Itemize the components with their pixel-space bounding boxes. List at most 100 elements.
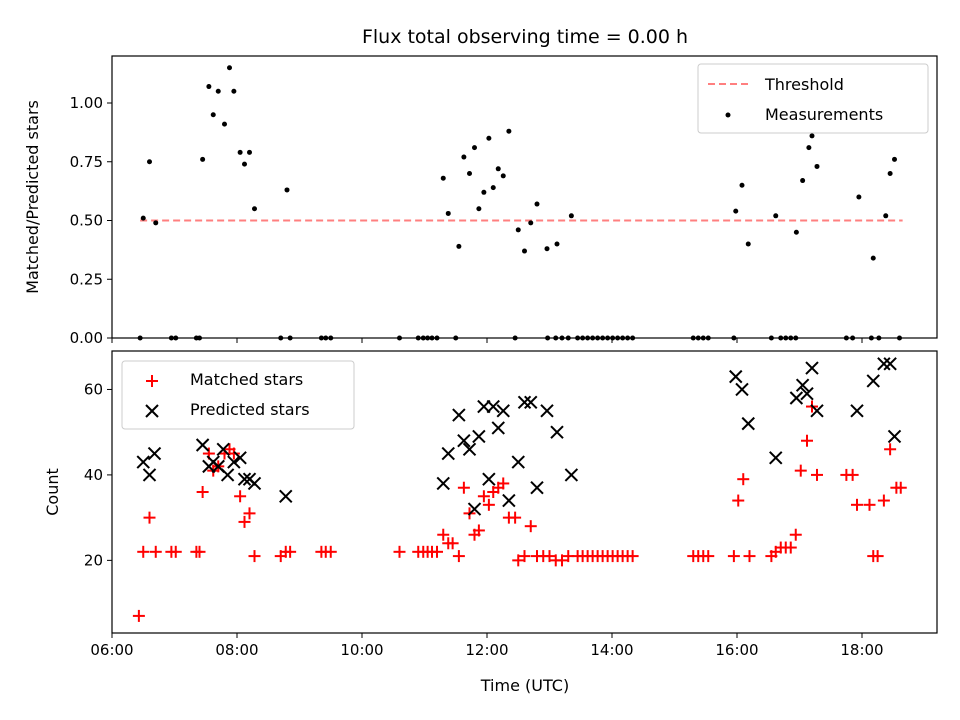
predicted-star-point: [452, 408, 466, 422]
measurement-point: [284, 187, 290, 193]
matched-star-point: [238, 515, 251, 528]
predicted-star-point: [800, 387, 814, 401]
measurement-point: [222, 121, 227, 127]
legend-predicted-label: Predicted stars: [190, 400, 310, 419]
measurement-point: [252, 206, 257, 212]
measurement-point: [153, 220, 159, 226]
matched-star-point: [702, 550, 715, 563]
predicted-star-point: [237, 472, 252, 486]
predicted-star-point: [564, 468, 579, 482]
time-x-tick-label: 12:00: [465, 641, 508, 659]
matched-star-point: [794, 464, 807, 477]
predicted-star-point: [850, 404, 864, 418]
matched-star-point: [518, 550, 531, 563]
ratio-legend: Threshold Measurements: [697, 63, 929, 134]
matched-star-point: [556, 554, 568, 567]
predicted-star-point: [502, 493, 516, 508]
x-axis-label: Time (UTC): [480, 676, 569, 695]
matched-star-point: [457, 481, 470, 494]
measurement-point: [200, 156, 206, 162]
time-x-tick-label: 14:00: [590, 641, 633, 659]
measurement-point: [456, 243, 462, 249]
matched-star-point: [234, 490, 247, 503]
matched-star-point: [737, 473, 750, 486]
measurement-point: [490, 185, 496, 191]
ratio-y-axis: 0.00 0.25 0.50 0.75 1.00: [70, 94, 112, 347]
counts-plot-area: [132, 357, 907, 622]
predicted-star-point: [233, 451, 247, 465]
matched-star-point: [132, 609, 145, 622]
matched-star-point: [452, 550, 465, 563]
matched-star-point: [431, 545, 443, 558]
matched-star-point: [149, 545, 162, 558]
measurement-point: [237, 149, 243, 155]
matched-star-point: [248, 550, 261, 563]
matched-star-point: [243, 507, 256, 520]
ratio-axes-frame: [111, 55, 938, 339]
measurement-point: [506, 128, 512, 134]
predicted-star-point: [877, 357, 891, 371]
measurement-point: [215, 88, 221, 94]
measurement-point: [467, 171, 472, 176]
predicted-star-point: [147, 446, 162, 461]
predicted-star-point: [472, 429, 486, 444]
matched-star-point: [477, 490, 490, 503]
matched-star-point: [727, 550, 740, 563]
chart-title: Flux total observing time = 0.00 h: [362, 26, 688, 48]
matched-star-point: [196, 486, 209, 498]
predicted-star-point: [279, 489, 293, 503]
measurement-point: [445, 210, 451, 216]
measurement-point: [544, 246, 550, 252]
matched-star-point: [871, 550, 884, 563]
predicted-star-point: [436, 476, 450, 491]
matched-star-point: [877, 494, 890, 507]
ratio-panel: Flux total observing time = 0.00 h 0.000…: [23, 26, 938, 347]
measurement-point: [870, 255, 876, 261]
predicted-star-point: [789, 391, 804, 405]
count-legend: Matched stars Predicted stars: [121, 360, 355, 430]
predicted-star-point: [220, 468, 235, 482]
predicted-star-point: [467, 502, 482, 516]
measurement-point: [883, 213, 889, 219]
matched-star-point: [497, 477, 510, 490]
predicted-star-point: [735, 382, 749, 397]
measurement-point: [227, 65, 232, 71]
count-y-axis-label: Count: [43, 468, 62, 516]
legend-measurements-label: Measurements: [765, 105, 883, 124]
predicted-star-point: [462, 442, 477, 456]
predicted-star-point: [524, 395, 538, 409]
predicted-star-point: [887, 429, 902, 444]
ratio-y-tick-label: 0.50: [70, 212, 103, 230]
legend-threshold-label: Threshold: [764, 75, 844, 94]
predicted-star-point: [729, 369, 743, 384]
legend-matched-label: Matched stars: [190, 370, 303, 389]
predicted-star-point: [216, 442, 230, 456]
count-y-axis: 20 40 60: [84, 380, 112, 569]
matched-star-point: [894, 481, 907, 494]
count-y-tick-label: 60: [84, 380, 103, 398]
matched-star-point: [851, 498, 863, 511]
matched-star-point: [846, 468, 859, 481]
measurement-point: [247, 149, 252, 155]
measurement-point: [733, 208, 739, 214]
measurement-point: [528, 220, 534, 226]
matched-star-point: [743, 550, 756, 563]
predicted-star-point: [227, 455, 241, 469]
matched-star-point: [884, 443, 897, 456]
predicted-star-point: [883, 357, 897, 371]
matched-star-point: [512, 554, 525, 567]
time-x-tick-label: 10:00: [340, 641, 383, 659]
count-axes-frame: [111, 350, 938, 634]
measurement-point: [522, 248, 527, 254]
matched-star-point: [227, 447, 240, 460]
measurement-point: [495, 166, 501, 172]
predicted-star-point: [142, 468, 157, 482]
predicted-star-point: [195, 438, 210, 452]
count-y-tick-label: 40: [84, 466, 103, 484]
ratio-y-tick-label: 1.00: [70, 94, 103, 112]
measurement-point: [739, 182, 745, 188]
measurement-point: [554, 241, 560, 247]
measurement-point: [534, 201, 540, 207]
time-x-tick-label: 06:00: [90, 641, 133, 659]
